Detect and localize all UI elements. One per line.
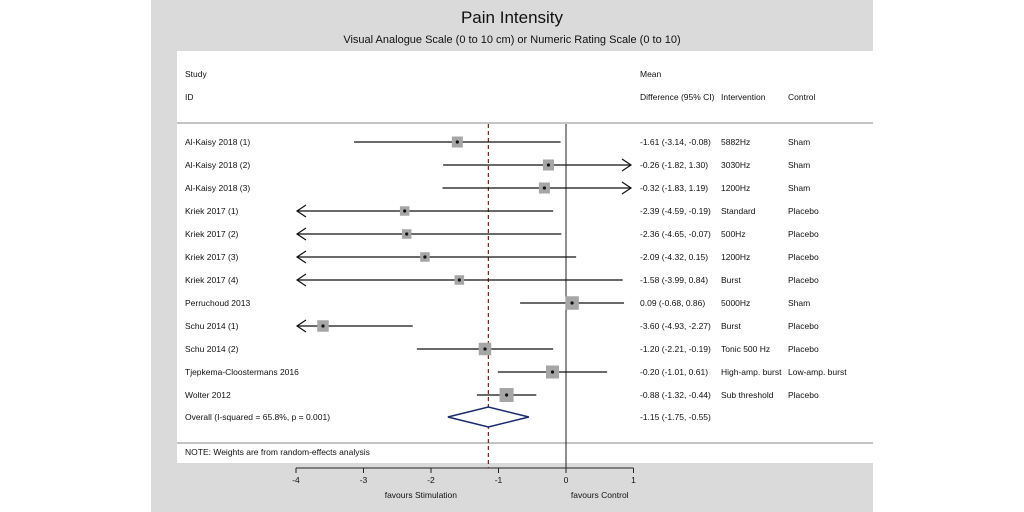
study-control: Sham — [788, 160, 810, 170]
overall-diamond — [447, 406, 530, 428]
chart-subtitle: Visual Analogue Scale (0 to 10 cm) or Nu… — [343, 34, 681, 46]
study-control: Sham — [788, 137, 810, 147]
study-ci-label: -2.36 (-4.65, -0.07) — [640, 229, 711, 239]
x-tick-label: -2 — [427, 475, 435, 485]
study-label: Al-Kaisy 2018 (2) — [185, 160, 250, 170]
study-control: Placebo — [788, 321, 819, 331]
ci-arrow-left — [295, 319, 307, 333]
point-estimate — [546, 163, 551, 167]
study-intervention: 1200Hz — [721, 252, 750, 262]
study-ci-label: -2.39 (-4.59, -0.19) — [640, 206, 711, 216]
study-label: Perruchoud 2013 — [185, 298, 250, 308]
study-label: Al-Kaisy 2018 (3) — [185, 183, 250, 193]
point-estimate — [505, 393, 509, 397]
x-tick-label: -4 — [292, 475, 300, 485]
ci-arrow-left — [295, 250, 307, 264]
x-tick-label: -1 — [495, 475, 503, 485]
x-tick-label: -3 — [360, 475, 368, 485]
study-ci-label: -0.20 (-1.01, 0.61) — [640, 367, 708, 377]
study-label: Kriek 2017 (2) — [185, 229, 239, 239]
point-estimate — [321, 324, 325, 328]
study-intervention: High-amp. burst — [721, 367, 782, 377]
study-intervention: 5882Hz — [721, 137, 750, 147]
study-ci-label: -1.61 (-3.14, -0.08) — [640, 137, 711, 147]
study-label: Wolter 2012 — [185, 390, 231, 400]
point-estimate — [455, 140, 459, 144]
header-intervention: Intervention — [721, 92, 766, 102]
overall-ci-label: -1.15 (-1.75, -0.55) — [640, 412, 711, 422]
chart-title: Pain Intensity — [460, 8, 564, 27]
study-control: Placebo — [788, 229, 819, 239]
study-intervention: Sub threshold — [721, 390, 774, 400]
x-tick-label: 0 — [564, 475, 569, 485]
study-intervention: Tonic 500 Hz — [721, 344, 770, 354]
point-estimate — [457, 278, 461, 282]
ci-arrow-right — [621, 158, 633, 172]
x-label-right: favours Control — [571, 490, 629, 500]
header-difference: Difference (95% CI) — [640, 92, 715, 102]
x-tick-label: 1 — [631, 475, 636, 485]
study-label: Al-Kaisy 2018 (1) — [185, 137, 250, 147]
point-estimate — [570, 301, 574, 305]
ci-arrow-left — [295, 227, 307, 241]
point-estimate — [550, 370, 555, 374]
study-ci-label: -0.32 (-1.83, 1.19) — [640, 183, 708, 193]
study-control: Placebo — [788, 275, 819, 285]
study-ci-label: -2.09 (-4.32, 0.15) — [640, 252, 708, 262]
study-ci-label: 0.09 (-0.68, 0.86) — [640, 298, 705, 308]
study-ci-label: -3.60 (-4.93, -2.27) — [640, 321, 711, 331]
study-label: Kriek 2017 (1) — [185, 206, 239, 216]
study-intervention: 500Hz — [721, 229, 746, 239]
study-control: Placebo — [788, 390, 819, 400]
point-estimate — [403, 209, 407, 213]
study-control: Sham — [788, 183, 810, 193]
study-label: Kriek 2017 (3) — [185, 252, 239, 262]
study-intervention: 3030Hz — [721, 160, 750, 170]
study-intervention: Burst — [721, 275, 741, 285]
point-estimate — [542, 186, 547, 190]
point-estimate — [423, 255, 427, 259]
study-intervention: Burst — [721, 321, 741, 331]
study-control: Placebo — [788, 344, 819, 354]
header-id: ID — [185, 92, 194, 102]
study-ci-label: -1.20 (-2.21, -0.19) — [640, 344, 711, 354]
study-label: Kriek 2017 (4) — [185, 275, 239, 285]
point-estimate — [483, 347, 487, 351]
x-label-left: favours Stimulation — [385, 490, 458, 500]
overall-label: Overall (I-squared = 65.8%, p = 0.001) — [185, 412, 330, 422]
point-estimate — [405, 232, 409, 236]
study-ci-label: -0.88 (-1.32, -0.44) — [640, 390, 711, 400]
header-study: Study — [185, 69, 207, 79]
ci-arrow-left — [295, 204, 307, 218]
study-label: Tjepkema-Cloostermans 2016 — [185, 367, 299, 377]
study-ci-label: -0.26 (-1.82, 1.30) — [640, 160, 708, 170]
study-intervention: Standard — [721, 206, 756, 216]
study-label: Schu 2014 (2) — [185, 344, 239, 354]
study-control: Placebo — [788, 206, 819, 216]
study-label: Schu 2014 (1) — [185, 321, 239, 331]
note-text: NOTE: Weights are from random-effects an… — [185, 447, 370, 457]
study-intervention: 5000Hz — [721, 298, 750, 308]
header-control: Control — [788, 92, 816, 102]
study-control: Low-amp. burst — [788, 367, 847, 377]
study-ci-label: -1.58 (-3.99, 0.84) — [640, 275, 708, 285]
ci-arrow-right — [621, 181, 633, 195]
study-intervention: 1200Hz — [721, 183, 750, 193]
header-mean: Mean — [640, 69, 662, 79]
study-control: Sham — [788, 298, 810, 308]
study-control: Placebo — [788, 252, 819, 262]
ci-arrow-left — [295, 273, 307, 287]
